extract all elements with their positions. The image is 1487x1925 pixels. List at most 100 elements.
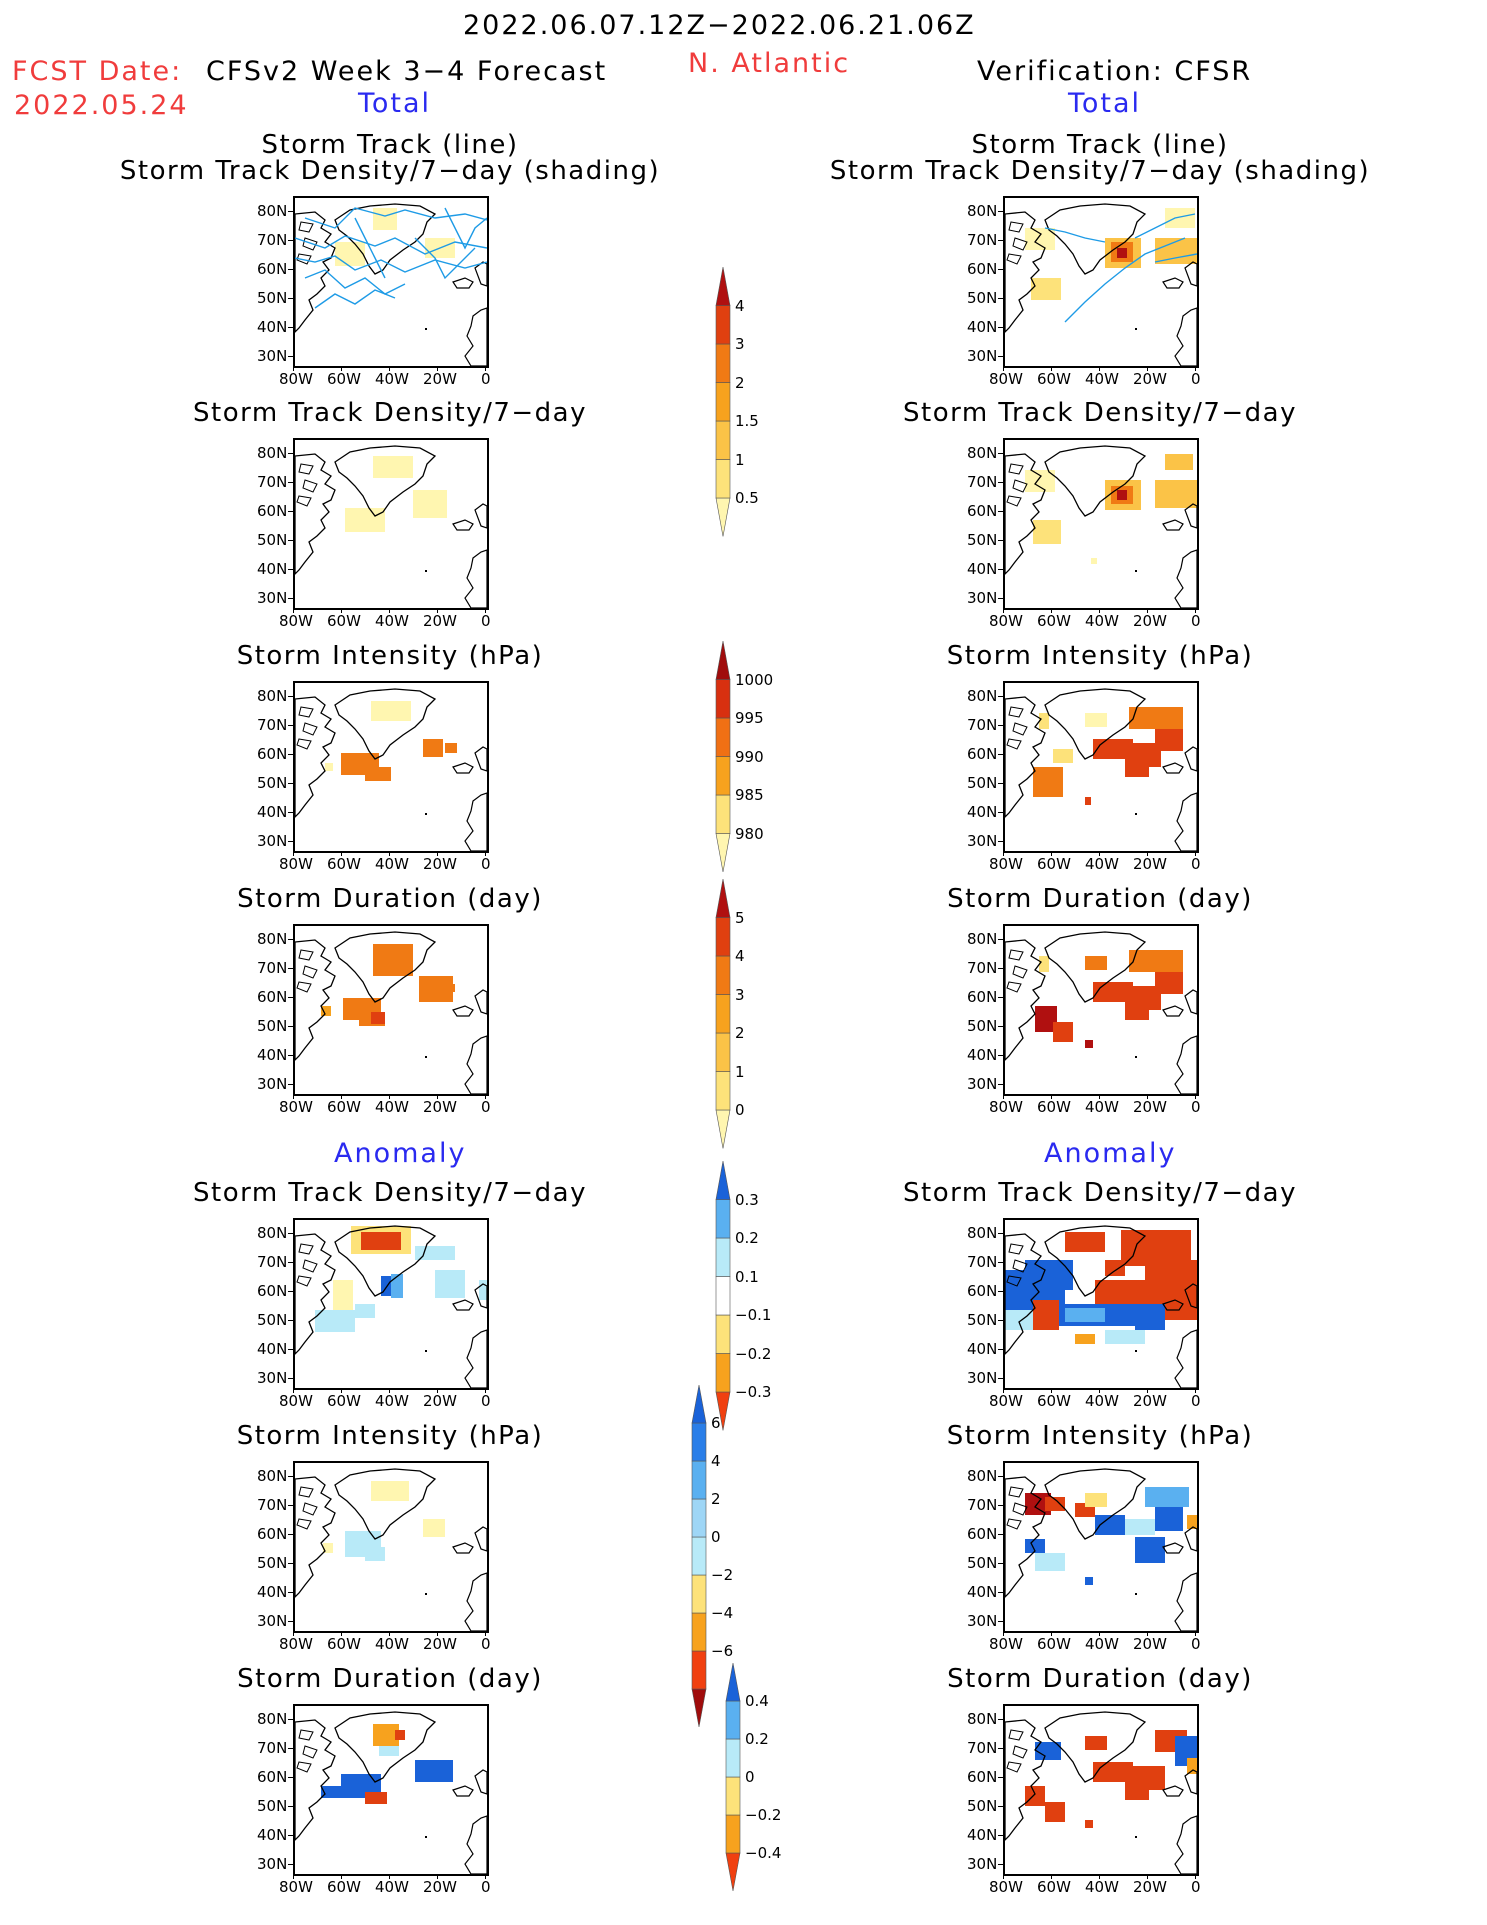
lon-tick-label: 40W <box>375 855 409 873</box>
lon-tick-label: 80W <box>279 1878 313 1896</box>
lon-tick-mark <box>437 608 438 613</box>
lon-tick-label: 40W <box>1085 1878 1119 1896</box>
right-anom-density-map <box>1003 1218 1199 1390</box>
lon-tick-label: 20W <box>1133 1878 1167 1896</box>
intensity-anom-colorbar <box>691 1384 707 1732</box>
colorbar-label: −6 <box>711 1642 734 1660</box>
colorbar-segment <box>691 1574 707 1614</box>
colorbar-label: 4 <box>711 1452 721 1470</box>
lon-tick-mark <box>1051 366 1052 371</box>
colorbar-label: −2 <box>711 1566 734 1584</box>
colorbar-segment <box>715 343 731 383</box>
azores-dot <box>1135 1593 1137 1595</box>
lat-tick-label: 60N <box>257 1525 288 1543</box>
grid-cell <box>355 1304 375 1318</box>
grid-cell <box>1085 1820 1093 1828</box>
colorbar-label: 0.2 <box>735 1229 759 1247</box>
lat-tick-label: 50N <box>967 1554 998 1572</box>
canada-coast <box>295 696 336 818</box>
lon-tick-mark <box>1195 851 1196 856</box>
lat-tick-mark <box>288 1748 293 1749</box>
canada-coast <box>295 453 336 575</box>
lon-tick-mark <box>389 1631 390 1636</box>
lat-tick-label: 50N <box>967 1797 998 1815</box>
colorbar-segment <box>715 994 731 1034</box>
lon-tick-mark <box>341 366 342 371</box>
arctic-islands <box>296 463 318 507</box>
lat-tick-label: 30N <box>257 589 288 607</box>
colorbar-segment <box>715 917 731 957</box>
lat-tick-label: 50N <box>257 774 288 792</box>
left-density-title: Storm Track Density/7−day <box>193 398 587 428</box>
lon-tick-mark <box>1051 1874 1052 1879</box>
iceland-coast <box>452 277 474 289</box>
azores-dot <box>425 813 427 815</box>
uk-coast <box>1184 1526 1197 1552</box>
lat-tick-label: 70N <box>967 1496 998 1514</box>
lat-tick-label: 40N <box>967 318 998 336</box>
lat-tick-label: 60N <box>967 1282 998 1300</box>
lon-tick-label: 80W <box>279 855 313 873</box>
grid-cell <box>1165 208 1195 228</box>
right-track-line-title: Storm Track (line) <box>971 130 1229 160</box>
canada-coast <box>295 1476 336 1598</box>
colorbar-label: 5 <box>735 908 745 927</box>
lat-tick-mark <box>998 1291 1003 1292</box>
uk-coast <box>474 1769 487 1795</box>
lat-tick-label: 40N <box>257 1340 288 1358</box>
colorbar-label: −0.3 <box>735 1383 772 1401</box>
lat-tick-label: 70N <box>257 473 288 491</box>
lon-tick-mark <box>1195 1874 1196 1879</box>
lat-tick-mark <box>288 1563 293 1564</box>
grid-cell <box>371 701 411 721</box>
fcst-date: 2022.05.24 <box>14 90 189 121</box>
lat-tick-label: 80N <box>967 1224 998 1242</box>
uk-coast <box>1184 989 1197 1015</box>
lon-tick-mark <box>293 366 294 371</box>
lat-tick-label: 60N <box>967 1525 998 1543</box>
lat-tick-mark <box>288 754 293 755</box>
left-density-svg <box>295 445 487 608</box>
lat-tick-mark <box>998 696 1003 697</box>
density-total-colorbar <box>715 266 731 542</box>
colorbar-svg <box>715 878 731 1149</box>
left-duration-svg <box>295 931 487 1094</box>
grid-cell <box>371 1481 409 1501</box>
lon-tick-mark <box>1195 1388 1196 1393</box>
right-density-svg <box>1005 445 1197 608</box>
grid-cell <box>323 1543 333 1553</box>
lat-tick-mark <box>998 1505 1003 1506</box>
grid-cell <box>345 508 385 532</box>
azores-dot <box>1135 328 1137 330</box>
lat-tick-mark <box>998 511 1003 512</box>
lat-tick-label: 60N <box>257 1282 288 1300</box>
colorbar-segment <box>715 382 731 422</box>
lat-tick-label: 80N <box>257 687 288 705</box>
lon-tick-label: 0 <box>481 855 491 873</box>
grid-cell <box>1105 1330 1145 1344</box>
lon-tick-mark <box>1147 608 1148 613</box>
lat-tick-mark <box>998 1864 1003 1865</box>
lat-tick-mark <box>288 453 293 454</box>
storm-track-line <box>295 235 487 255</box>
lon-tick-mark <box>389 851 390 856</box>
lon-tick-label: 40W <box>1085 1392 1119 1410</box>
greenland-coast <box>334 1711 437 1783</box>
colorbar-label: 4 <box>735 947 745 965</box>
colorbar-label: 2 <box>711 1490 721 1508</box>
lon-tick-label: 60W <box>327 855 361 873</box>
iceland-coast <box>452 519 474 531</box>
lat-tick-label: 70N <box>257 959 288 977</box>
colorbar-label: −4 <box>711 1604 734 1622</box>
lat-tick-label: 30N <box>257 832 288 850</box>
lat-tick-label: 40N <box>257 318 288 336</box>
storm-track-line <box>1044 227 1106 243</box>
lat-tick-mark <box>288 1291 293 1292</box>
grid-cell <box>1155 972 1183 994</box>
canada-coast <box>295 1719 336 1841</box>
arctic-islands <box>296 221 318 265</box>
grid-cell <box>1085 1040 1093 1048</box>
lat-tick-label: 40N <box>967 560 998 578</box>
lat-tick-label: 80N <box>257 930 288 948</box>
colorbar-top-triangle <box>715 878 731 918</box>
